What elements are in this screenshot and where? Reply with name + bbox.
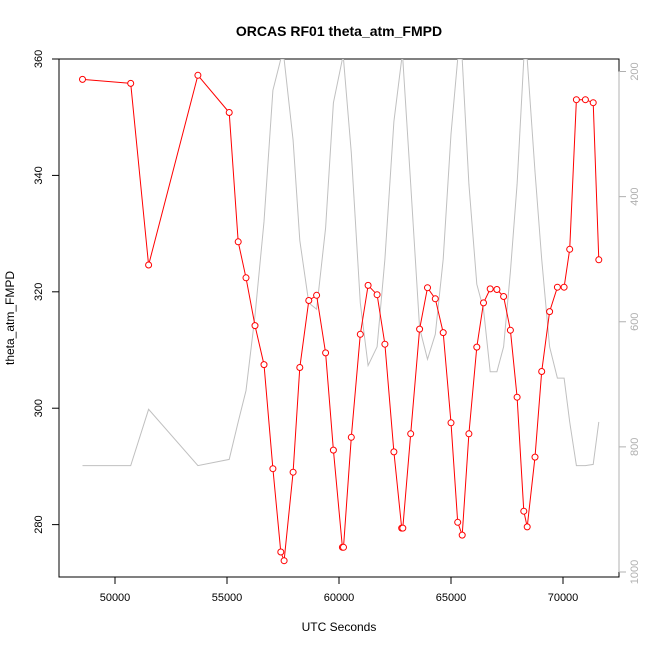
data-point [595,256,603,264]
y-axis-left: 280 300 320 340 360 [33,50,60,534]
data-point [251,322,259,330]
x-tick-label: 55000 [212,592,243,604]
data-point [79,75,86,83]
y-axis-label: theta_atm_FMPD [3,271,17,365]
data-point [493,286,501,293]
data-point [566,245,574,253]
data-point [589,99,597,107]
y2-tick-label: 1000 [629,560,641,584]
data-point [289,468,297,476]
data-point [329,446,337,454]
data-point [296,364,304,371]
data-point [480,299,487,307]
data-point [373,291,381,299]
x-axis-label: UTC Seconds [302,620,377,634]
data-point [572,96,580,104]
data-point [313,291,321,299]
data-point [416,325,424,333]
data-point [506,326,514,334]
data-point [322,349,330,357]
data-point [234,238,242,246]
y2-tick-label: 200 [629,62,641,80]
y-tick-label: 280 [33,515,45,533]
data-point [513,393,521,401]
data-point [280,557,288,565]
data-point [538,368,546,375]
chart-title: ORCAS RF01 theta_atm_FMPD [236,23,442,39]
data-point [439,329,447,337]
data-point [381,340,389,348]
data-point [546,308,554,316]
data-point [560,283,568,291]
data-point [486,285,494,293]
data-point [399,524,407,532]
data-point [390,448,398,456]
y2-tick-label: 400 [629,187,641,205]
data-point [465,430,473,438]
data-point [424,284,431,292]
x-tick-label: 70000 [548,592,579,604]
y-tick-label: 320 [33,283,45,301]
y-tick-label: 300 [33,399,45,417]
y2-tick-label: 600 [629,313,641,331]
data-point [277,548,285,556]
y-tick-label: 360 [33,50,45,68]
data-point [340,543,347,551]
plot-frame [58,58,620,578]
x-tick-label: 60000 [324,592,355,604]
data-point [473,343,481,351]
data-point [407,430,415,438]
data-point [431,295,439,303]
data-point [553,283,561,291]
data-point [145,261,153,269]
data-point [194,71,202,79]
plot-area [79,59,603,565]
series-red-line [82,74,600,561]
data-point [458,531,466,539]
data-point [447,419,455,427]
data-point [531,453,539,461]
data-point [356,330,364,338]
data-point [454,518,462,526]
x-axis: 50000 55000 60000 65000 70000 [100,576,579,604]
x-tick-label: 50000 [100,592,131,604]
data-point [523,523,531,531]
series-gray-line [82,59,600,467]
data-point [520,507,528,515]
data-point [127,79,135,87]
y-axis-right: 200 400 600 800 1000 [618,62,641,584]
x-tick-label: 65000 [436,592,467,604]
data-point [364,281,372,289]
data-point [305,297,313,304]
series-red-group [79,71,603,565]
data-point [500,293,508,300]
series-gray-line-group [82,59,600,467]
y2-tick-label: 800 [629,438,641,456]
data-point [269,465,277,473]
y-tick-label: 340 [33,166,45,184]
data-point [225,109,233,116]
data-point [581,96,589,104]
data-point [242,274,250,282]
data-point [347,433,355,441]
data-point [260,361,268,369]
